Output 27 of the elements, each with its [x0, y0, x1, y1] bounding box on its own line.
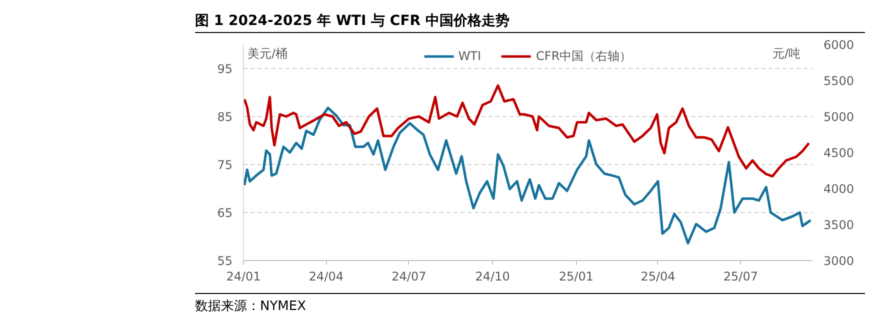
x-tick-label: 25/01 [558, 270, 594, 284]
y2-tick-label: 3500 [824, 218, 854, 232]
y-tick-label: 95 [217, 62, 233, 76]
y2-tick-label: 4500 [824, 146, 854, 160]
legend-label: WTI [458, 49, 482, 63]
source-note: 数据来源：NYMEX [195, 298, 306, 316]
x-tick-label: 24/07 [392, 270, 426, 284]
y-tick-label: 65 [217, 206, 233, 220]
y2-tick-label: 5000 [824, 110, 854, 124]
x-tick-label: 25/07 [723, 270, 758, 284]
y2-tick-label: 6000 [824, 38, 854, 52]
chart-title: 图 1 2024-2025 年 WTI 与 CFR 中国价格走势 [195, 12, 510, 31]
x-tick-label: 25/04 [640, 270, 676, 284]
line-series [244, 106, 812, 244]
y-axis-title: 美元/桶 [248, 46, 288, 60]
y-tick-label: 55 [217, 254, 233, 268]
y2-tick-label: 4000 [824, 182, 854, 196]
x-tick-label: 24/01 [226, 270, 261, 284]
y2-tick-label: 3000 [824, 254, 854, 268]
y2-tick-label: 5500 [824, 74, 854, 88]
y2-axis-title: 元/吨 [772, 46, 801, 60]
line-series [244, 84, 810, 178]
y-tick-label: 85 [217, 110, 233, 124]
legend-label: CFR中国（右轴） [536, 48, 632, 64]
x-tick-label: 24/10 [475, 270, 510, 284]
y-tick-label: 75 [217, 158, 233, 172]
x-tick-label: 24/04 [308, 270, 344, 284]
